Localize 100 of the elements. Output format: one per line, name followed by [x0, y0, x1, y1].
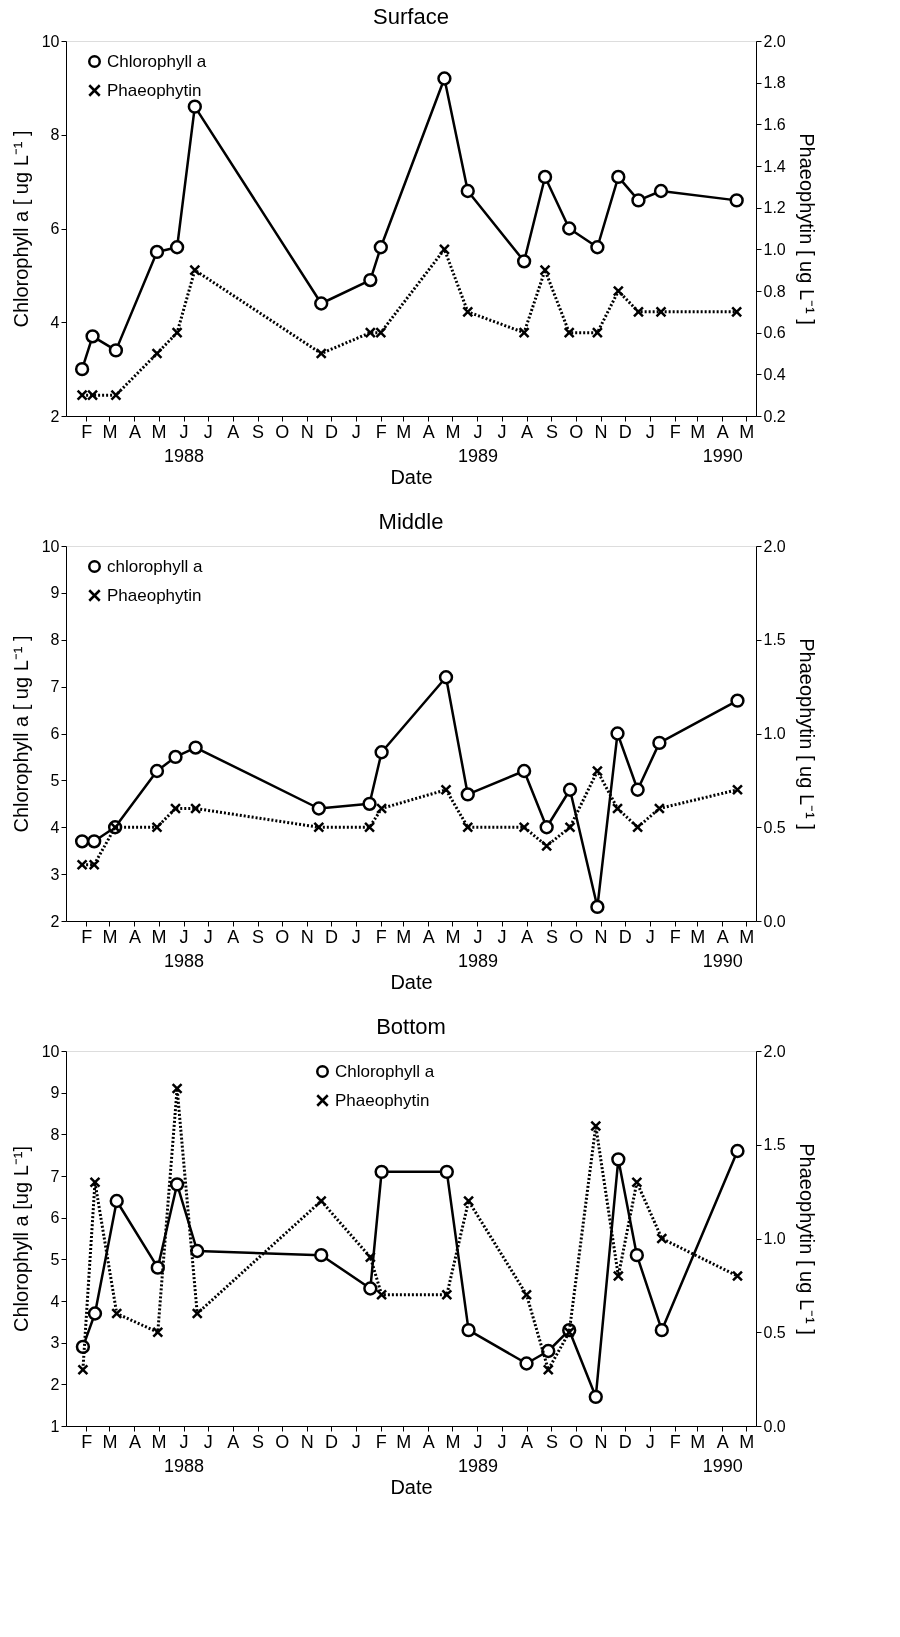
- x-axis-title: Date: [390, 970, 433, 993]
- x-axis-title: Date: [390, 465, 433, 488]
- x-tick-label: A: [422, 1431, 435, 1452]
- y-tick-label: 4: [50, 313, 60, 331]
- x-tick-label: A: [227, 926, 240, 947]
- y2-tick-label: 0.8: [763, 282, 786, 300]
- x-tick-label: J: [645, 421, 655, 442]
- x-tick-label: D: [324, 926, 338, 947]
- x-tick-label: F: [669, 421, 681, 442]
- x-tick-label: O: [275, 1431, 290, 1452]
- x-tick-label: M: [151, 421, 167, 442]
- y-tick-label: 4: [50, 1292, 60, 1310]
- x-tick-label: J: [203, 1431, 213, 1452]
- legend-label: Phaeophytin: [107, 585, 202, 605]
- x-tick-label: J: [497, 926, 507, 947]
- y-tick-label: 3: [50, 1334, 60, 1352]
- x-tick-label: M: [151, 1431, 167, 1452]
- legend-label: chlorophyll a: [107, 556, 203, 576]
- x-tick-label: D: [324, 421, 338, 442]
- y2-tick-label: 0.0: [763, 1417, 786, 1435]
- x-tick-label: F: [81, 1431, 93, 1452]
- x-tick-label: D: [618, 1431, 632, 1452]
- x-tick-label: M: [690, 1431, 706, 1452]
- x-tick-label: J: [203, 421, 213, 442]
- y2-tick-label: 1.5: [763, 631, 786, 649]
- x-tick-label: S: [545, 421, 558, 442]
- x-tick-label: S: [252, 421, 265, 442]
- y2-tick-label: 0.5: [763, 818, 786, 836]
- x-tick-label: S: [252, 1431, 265, 1452]
- x-axis-title: Date: [390, 1475, 433, 1498]
- legend-label: Chlorophyll a: [107, 51, 207, 71]
- y2-tick-label: 1.0: [763, 240, 786, 258]
- x-tick-label: F: [669, 926, 681, 947]
- x-tick-label: A: [227, 1431, 240, 1452]
- y-axis-title: Chlorophyll a [ ug L⁻¹ ]: [9, 635, 32, 833]
- y2-tick-label: 0.4: [763, 365, 786, 383]
- x-tick-label: J: [203, 926, 213, 947]
- x-tick-label: M: [396, 1431, 412, 1452]
- legend-label: Phaeophytin: [335, 1090, 430, 1110]
- y-tick-label: 9: [50, 1084, 60, 1102]
- x-tick-label: J: [351, 926, 361, 947]
- y-tick-label: 6: [50, 220, 60, 237]
- legend-label: Chlorophyll a: [335, 1061, 435, 1081]
- x-tick-label: M: [151, 926, 167, 947]
- x-tick-label: F: [375, 926, 387, 947]
- x-tick-label: F: [375, 1431, 387, 1452]
- y2-tick-label: 1.5: [763, 1136, 786, 1154]
- y2-axis-title: Phaeophytin [ ug L⁻¹ ]: [795, 1143, 818, 1335]
- y2-axis-title: Phaeophytin [ ug L⁻¹ ]: [795, 133, 818, 325]
- x-tick-label: M: [690, 926, 706, 947]
- x-tick-label: F: [81, 421, 93, 442]
- x-tick-label: A: [521, 1431, 534, 1452]
- x-tick-label: N: [594, 1431, 608, 1452]
- x-tick-label: M: [445, 1431, 461, 1452]
- y-tick-label: 2: [50, 912, 60, 930]
- y-tick-label: 8: [50, 126, 60, 144]
- x-tick-label: O: [275, 926, 290, 947]
- x-tick-label: A: [521, 421, 534, 442]
- x-tick-label: J 1988: [164, 1431, 205, 1476]
- x-tick-label: D: [324, 1431, 338, 1452]
- x-tick-label: M: [445, 421, 461, 442]
- y2-tick-label: 2.0: [763, 32, 786, 50]
- y-tick-label: 4: [50, 818, 60, 836]
- x-tick-label: M: [102, 1431, 118, 1452]
- chart-title: Middle: [378, 509, 444, 534]
- x-tick-label: O: [569, 421, 584, 442]
- y-tick-label: 6: [50, 1209, 60, 1227]
- x-tick-label: J: [351, 421, 361, 442]
- y-axis-title: Chlorophyll a [ug L⁻¹]: [9, 1146, 32, 1332]
- chart-title: Bottom: [376, 1014, 446, 1039]
- y2-tick-label: 1.2: [763, 199, 786, 217]
- y2-tick-label: 0.6: [763, 324, 786, 342]
- y2-axis-title: Phaeophytin [ ug L⁻¹ ]: [795, 638, 818, 830]
- x-tick-label: J: [351, 1431, 361, 1452]
- y-tick-label: 3: [50, 865, 60, 883]
- x-tick-label: N: [594, 926, 608, 947]
- x-tick-label: N: [300, 1431, 314, 1452]
- x-tick-label: D: [618, 421, 632, 442]
- y2-tick-label: 0.2: [763, 407, 786, 425]
- y-tick-label: 7: [50, 1167, 60, 1185]
- y-axis-title: Chlorophyll a [ ug L⁻¹ ]: [9, 130, 32, 328]
- y2-tick-label: 2.0: [763, 1042, 786, 1060]
- x-tick-label: S: [252, 926, 265, 947]
- x-tick-label: N: [300, 926, 314, 947]
- x-tick-label: A: [227, 421, 240, 442]
- y2-tick-label: 0.5: [763, 1323, 786, 1341]
- x-tick-label: M: [445, 926, 461, 947]
- x-tick-label: J: [497, 1431, 507, 1452]
- chart-title: Surface: [373, 4, 449, 29]
- x-tick-label: O: [569, 926, 584, 947]
- x-tick-label: A: [128, 926, 141, 947]
- x-tick-label: F: [375, 421, 387, 442]
- x-tick-label: O: [275, 421, 290, 442]
- x-tick-label: N: [300, 421, 314, 442]
- y-tick-label: 2: [50, 407, 60, 425]
- x-tick-label: F: [81, 926, 93, 947]
- y-tick-label: 9: [50, 584, 60, 602]
- y2-tick-label: 1.4: [763, 157, 786, 175]
- y-tick-label: 2: [50, 1375, 60, 1393]
- y-tick-label: 10: [41, 1042, 60, 1060]
